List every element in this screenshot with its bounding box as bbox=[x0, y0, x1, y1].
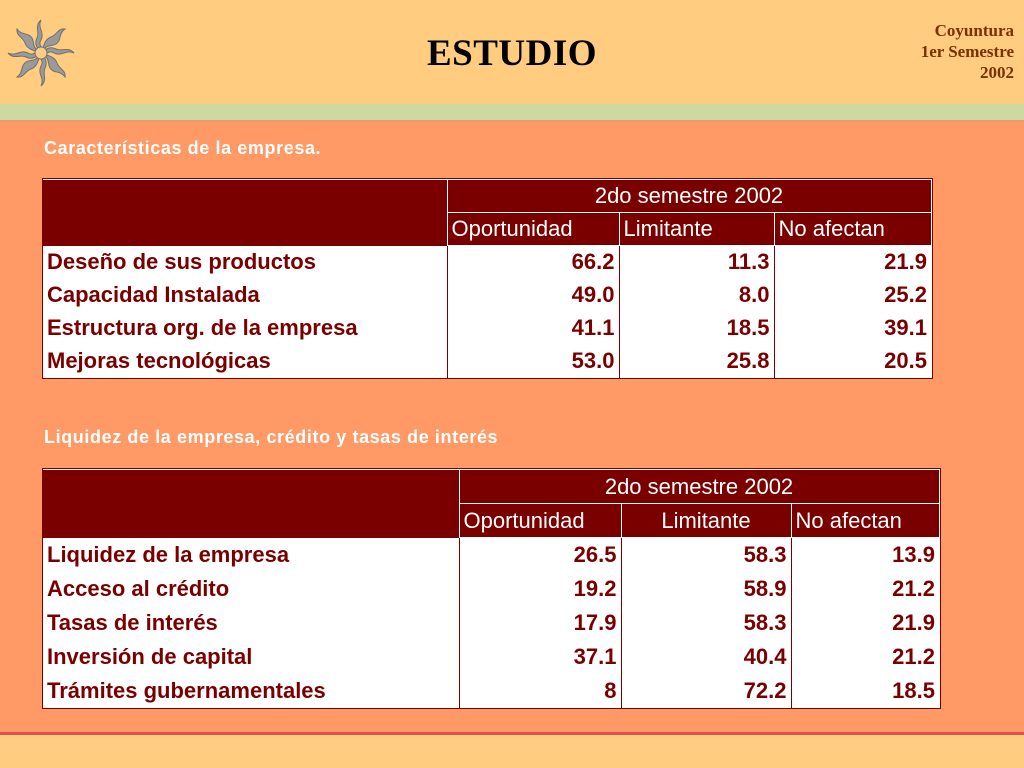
cell-oportunidad: 37.1 bbox=[458, 639, 621, 674]
table-subheader-row: Oportunidad Limitante No afectan bbox=[43, 212, 932, 246]
cell-oportunidad: 53.0 bbox=[446, 344, 619, 378]
cell-limitante: 58.3 bbox=[620, 605, 791, 640]
cell-no-afectan: 21.9 bbox=[790, 605, 939, 640]
table-row: Capacidad Instalada 49.0 8.0 25.2 bbox=[43, 278, 931, 312]
column-header-no-afectan: No afectan bbox=[773, 212, 932, 246]
row-label: Mejoras tecnológicas bbox=[47, 348, 271, 373]
row-label: Trámites gubernamentales bbox=[47, 677, 326, 703]
period-header: 2do semestre 2002 bbox=[458, 469, 940, 504]
cell-limitante: 11.3 bbox=[618, 245, 774, 279]
liquidity-table: 2do semestre 2002 Oportunidad Limitante … bbox=[42, 468, 941, 709]
row-label: Acceso al crédito bbox=[47, 575, 230, 601]
footer-divider-line bbox=[0, 732, 1024, 735]
header-bar: ESTUDIO Coyuntura 1er Semestre 2002 bbox=[0, 0, 1024, 104]
table-row: Mejoras tecnológicas 53.0 25.8 20.5 bbox=[43, 344, 931, 378]
table-row: Tasas de interés 17.9 58.3 21.9 bbox=[43, 605, 939, 640]
footer-bar bbox=[0, 735, 1024, 768]
table-row: Estructura org. de la empresa 41.1 18.5 … bbox=[43, 311, 931, 345]
cell-no-afectan: 13.9 bbox=[790, 537, 939, 572]
cell-no-afectan: 25.2 bbox=[773, 278, 931, 312]
column-header-no-afectan: No afectan bbox=[790, 503, 940, 538]
cell-no-afectan: 20.5 bbox=[773, 344, 931, 378]
cell-limitante: 72.2 bbox=[620, 673, 791, 708]
row-label: Tasas de interés bbox=[47, 609, 218, 635]
cell-limitante: 58.3 bbox=[620, 537, 791, 572]
row-label: Capacidad Instalada bbox=[47, 282, 260, 307]
table-corner-cell bbox=[43, 469, 459, 538]
corner-line-1: Coyuntura bbox=[934, 21, 1014, 40]
section-1-title: Características de la empresa. bbox=[44, 138, 322, 158]
column-header-oportunidad: Oportunidad bbox=[446, 212, 620, 246]
header-divider-line bbox=[0, 120, 1024, 122]
table-corner-cell bbox=[43, 179, 447, 246]
cell-oportunidad: 19.2 bbox=[458, 571, 621, 606]
table-row: Acceso al crédito 19.2 58.9 21.2 bbox=[43, 571, 939, 606]
cell-limitante: 40.4 bbox=[620, 639, 791, 674]
cell-oportunidad: 17.9 bbox=[458, 605, 621, 640]
cell-limitante: 8.0 bbox=[618, 278, 774, 312]
column-header-limitante: Limitante bbox=[618, 212, 775, 246]
row-label: Inversión de capital bbox=[47, 643, 253, 669]
corner-line-2: 1er Semestre bbox=[920, 42, 1014, 61]
cell-oportunidad: 26.5 bbox=[458, 537, 621, 572]
page-title: ESTUDIO bbox=[426, 33, 598, 74]
cell-no-afectan: 21.9 bbox=[773, 245, 931, 279]
cell-limitante: 18.5 bbox=[618, 311, 774, 345]
corner-line-3: 2002 bbox=[980, 63, 1014, 82]
cell-oportunidad: 8 bbox=[458, 673, 621, 708]
cell-oportunidad: 49.0 bbox=[446, 278, 619, 312]
table-row: Deseño de sus productos 66.2 11.3 21.9 bbox=[43, 245, 931, 279]
table-row: Liquidez de la empresa 26.5 58.3 13.9 bbox=[43, 537, 939, 572]
cell-limitante: 58.9 bbox=[620, 571, 791, 606]
table-subheader-row: Oportunidad Limitante No afectan bbox=[43, 503, 940, 538]
column-header-limitante: Limitante bbox=[620, 503, 792, 538]
section-2-title: Liquidez de la empresa, crédito y tasas … bbox=[44, 427, 499, 447]
cell-no-afectan: 39.1 bbox=[773, 311, 931, 345]
table-row: Trámites gubernamentales 8 72.2 18.5 bbox=[43, 673, 939, 708]
cell-no-afectan: 21.2 bbox=[790, 639, 939, 674]
table-row: Inversión de capital 37.1 40.4 21.2 bbox=[43, 639, 939, 674]
row-label: Estructura org. de la empresa bbox=[47, 315, 358, 340]
sunburst-logo-icon bbox=[7, 19, 75, 87]
period-label: Coyuntura 1er Semestre 2002 bbox=[921, 20, 1014, 83]
row-label: Deseño de sus productos bbox=[47, 249, 316, 274]
cell-no-afectan: 18.5 bbox=[790, 673, 939, 708]
header-divider-band bbox=[0, 104, 1024, 120]
cell-oportunidad: 41.1 bbox=[446, 311, 619, 345]
table-header-row: 2do semestre 2002 bbox=[43, 469, 940, 538]
characteristics-table: 2do semestre 2002 Oportunidad Limitante … bbox=[42, 178, 933, 379]
cell-limitante: 25.8 bbox=[618, 344, 774, 378]
row-label: Liquidez de la empresa bbox=[47, 541, 290, 567]
cell-no-afectan: 21.2 bbox=[790, 571, 939, 606]
period-header: 2do semestre 2002 bbox=[446, 179, 932, 213]
column-header-oportunidad: Oportunidad bbox=[458, 503, 622, 538]
table-header-row: 2do semestre 2002 bbox=[43, 179, 932, 246]
cell-oportunidad: 66.2 bbox=[446, 245, 619, 279]
